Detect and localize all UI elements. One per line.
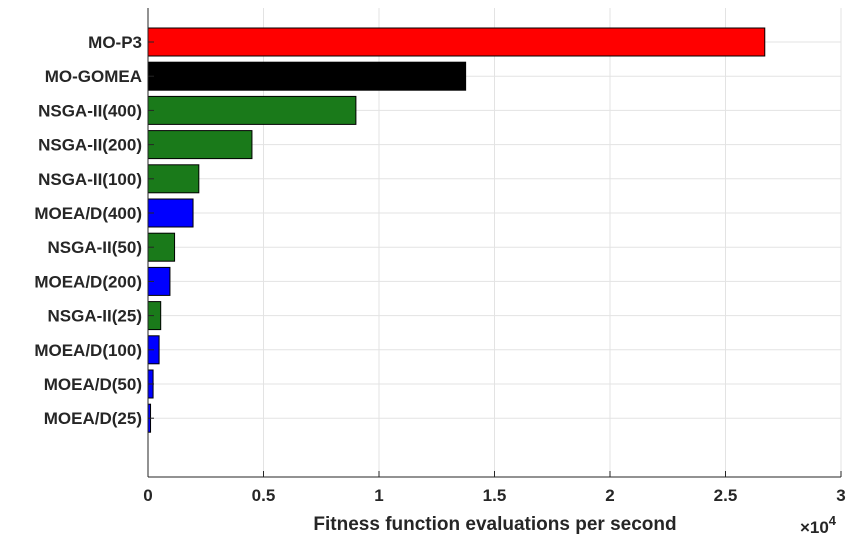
category-label: NSGA-II(25) — [48, 307, 142, 326]
bar — [147, 130, 253, 160]
category-label: MOEA/D(200) — [34, 272, 142, 291]
bar — [147, 95, 357, 125]
x-tick-label: 0 — [143, 486, 152, 505]
axes — [147, 8, 842, 478]
x-tick-label: 2 — [605, 486, 614, 505]
category-label: NSGA-II(400) — [38, 101, 142, 120]
category-label: MOEA/D(50) — [44, 375, 142, 394]
category-label: MOEA/D(25) — [44, 409, 142, 428]
bar — [147, 164, 200, 194]
category-label: MO-GOMEA — [45, 67, 142, 86]
x-axis-exponent: ×104 — [800, 513, 837, 537]
bar — [147, 232, 176, 262]
category-label: MOEA/D(400) — [34, 204, 142, 223]
category-label: NSGA-II(50) — [48, 238, 142, 257]
category-labels: MO-P3 MO-GOMEA NSGA-II(400) NSGA-II(200) NSG… — [34, 33, 142, 428]
x-tick-label: 1 — [374, 486, 383, 505]
x-axis-exponent-base: ×10 — [800, 518, 829, 537]
bar — [147, 198, 194, 228]
grid-lines — [148, 8, 842, 477]
x-axis-exponent-power: 4 — [829, 513, 837, 528]
x-axis-label: Fitness function evaluations per second — [313, 514, 676, 535]
x-tick-label: 0.5 — [252, 486, 276, 505]
bar — [147, 27, 766, 57]
x-tick-label: 2.5 — [714, 486, 738, 505]
category-label: NSGA-II(100) — [38, 170, 142, 189]
category-label: NSGA-II(200) — [38, 136, 142, 155]
x-tick-label: 3 — [836, 486, 845, 505]
x-tick-label: 1.5 — [483, 486, 507, 505]
category-label: MOEA/D(100) — [34, 341, 142, 360]
bar — [147, 61, 467, 91]
bars — [147, 27, 766, 433]
category-label: MO-P3 — [88, 33, 142, 52]
x-tick-labels: 0 0.5 1 1.5 2 2.5 3 — [143, 486, 845, 505]
